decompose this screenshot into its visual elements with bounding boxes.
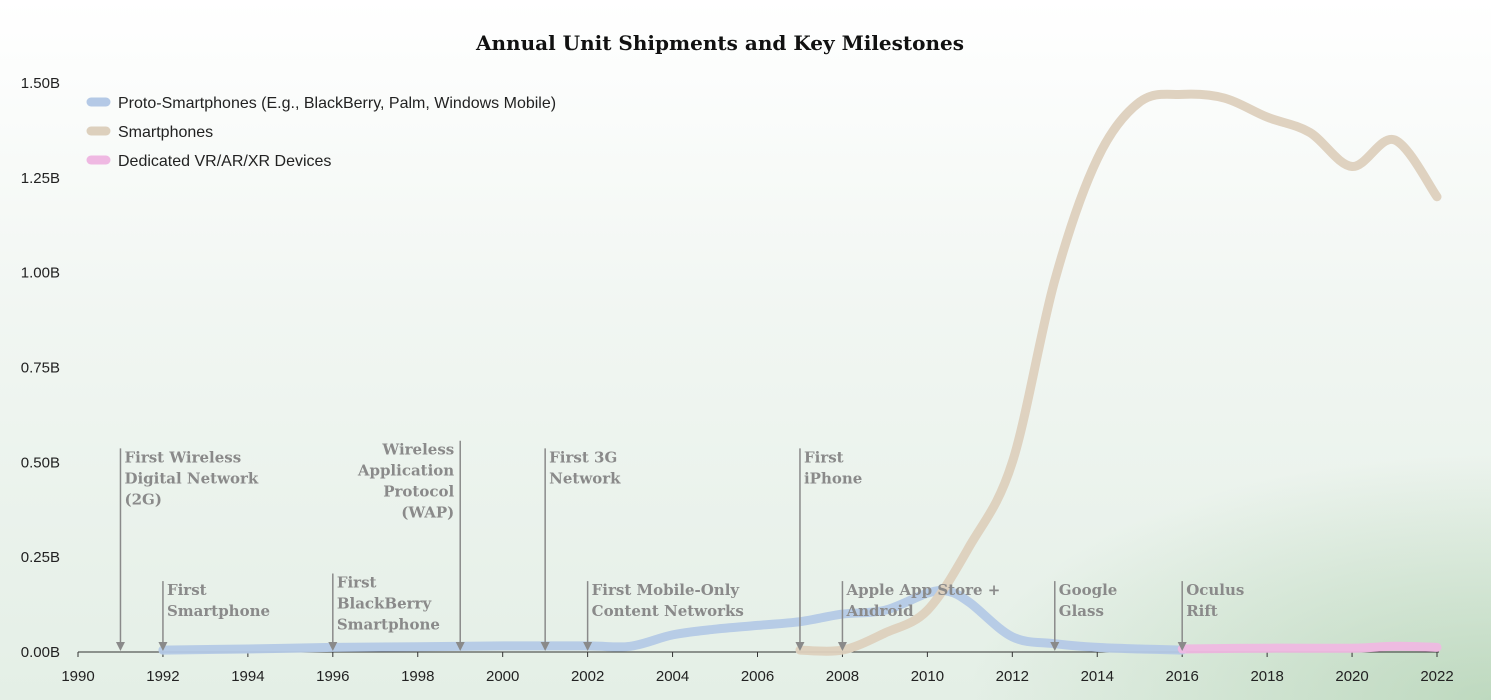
milestone-label: First [337,574,377,592]
milestone-label: Glass [1059,602,1104,620]
milestone-label: Network [549,469,621,487]
milestone-label: Smartphone [167,602,270,620]
x-tick-label: 2012 [996,668,1029,685]
x-tick-label: 1992 [146,668,179,685]
series-lines [158,89,1442,656]
x-tick-label: 2010 [911,668,944,685]
milestone-label: BlackBerry [337,595,433,613]
milestone-label: First [804,448,844,466]
x-tick-label: 1998 [401,668,434,685]
milestone-arrow [1050,642,1060,651]
milestone-label: Digital Network [124,469,258,487]
series-line-dedicated-vr-ar-xr-devices [1177,641,1442,654]
y-tick-label: 1.25B [21,170,60,187]
legend: Proto-Smartphones (E.g., BlackBerry, Pal… [86,95,556,170]
chart-title: Annual Unit Shipments and Key Milestones [475,31,964,55]
series-line-smartphones [795,89,1442,656]
milestone-label: First Mobile-Only [592,581,741,599]
milestone-label: Rift [1186,602,1218,620]
y-tick-label: 0.25B [21,549,60,566]
x-tick-label: 2004 [656,668,689,685]
milestone-label: First Wireless [124,448,241,466]
milestone-label: iPhone [804,469,862,487]
milestone-label: Application [357,462,454,480]
y-tick-label: 0.75B [21,360,60,377]
x-tick-label: 2020 [1335,668,1368,685]
series-line-proto-smartphones-e-g-blackber [158,585,1187,655]
milestone-label: (2G) [124,490,161,508]
milestone-label: First 3G [549,448,617,466]
milestone-arrow [837,642,847,651]
milestone-label: Android [845,602,914,620]
milestone-arrow [583,642,593,651]
milestone-label: Smartphone [337,616,440,634]
legend-label: Smartphones [118,124,213,141]
milestone-arrow [158,642,168,651]
legend-label: Dedicated VR/AR/XR Devices [118,153,331,170]
milestone-arrow [455,642,465,651]
x-tick-label: 2016 [1166,668,1199,685]
milestone-label: Content Networks [592,602,744,620]
milestone-arrow [795,642,805,651]
milestone-label: First [167,581,207,599]
y-tick-label: 0.00B [21,644,60,661]
milestone-arrow [1177,642,1187,651]
milestone-arrow [115,642,125,651]
milestone-label: Apple App Store + [845,581,1000,599]
milestone-label: Oculus [1186,581,1244,599]
milestone-annotations: First Wireless Digital Network (2G) First Sm… [115,440,1244,651]
milestone-label: (WAP) [401,504,454,522]
legend-label: Proto-Smartphones (E.g., BlackBerry, Pal… [118,95,556,112]
x-tick-label: 1994 [231,668,264,685]
x-tick-label: 2014 [1081,668,1114,685]
x-tick-label: 2000 [486,668,519,685]
y-tick-label: 1.50B [21,75,60,92]
x-tick-label: 2006 [741,668,774,685]
axes: 0.00B 0.25B 0.50B 0.75B 1.00B 1.25B 1.50B 1990 1… [21,75,1454,685]
milestone-arrow [540,642,550,651]
x-tick-label: 2002 [571,668,604,685]
milestone-arrow [328,642,338,651]
milestone-label: Protocol [383,483,454,501]
x-tick-label: 1996 [316,668,349,685]
y-tick-label: 1.00B [21,265,60,282]
y-tick-label: 0.50B [21,454,60,471]
milestone-label: Wireless [381,441,454,459]
x-tick-label: 2022 [1420,668,1453,685]
x-tick-label: 2018 [1250,668,1283,685]
x-tick-label: 2008 [826,668,859,685]
milestone-label: Google [1059,581,1118,599]
x-tick-label: 1990 [61,668,94,685]
